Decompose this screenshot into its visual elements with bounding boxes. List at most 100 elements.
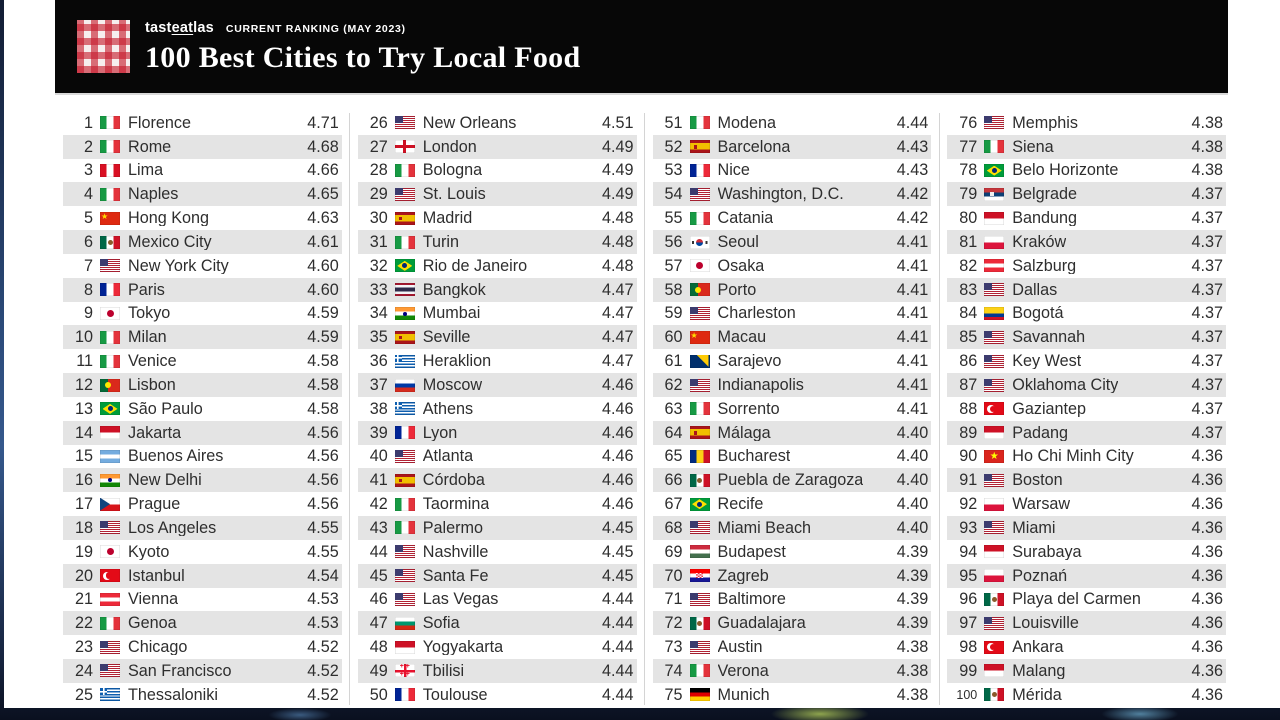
city-name: São Paulo [128,400,203,417]
flag-it-icon [984,140,1005,154]
ranking-row: 24 San Francisco 4.52 [63,659,342,683]
ranking-row: 33 Bangkok 4.47 [357,277,637,302]
city-name: Mexico City [128,233,212,251]
ranking-row: 4 Naples 4.65 [63,182,342,207]
ranking-row: 3 Lima 4.66 [63,159,342,183]
rank-number: 85 [959,328,978,347]
score-value: 4.48 [601,256,634,275]
city-name: Buenos Aires [128,448,224,465]
ranking-row: 86 Key West 4.37 [947,349,1226,373]
rank-number: 13 [74,399,93,418]
flag-us-icon [689,592,710,606]
ranking-row: 46 Las Vegas 4.44 [358,588,637,612]
score-value: 4.41 [896,256,929,275]
ranking-row: 61 Sarajevo 4.41 [653,349,932,373]
ranking-row: 7 New York City 4.60 [63,254,342,278]
rank-number: 21 [74,590,93,609]
flag-fr-icon [100,283,120,297]
flag-id-icon [984,545,1005,559]
ranking-row: 5 Hong Kong 4.63 [63,206,342,230]
score-value: 4.38 [1191,137,1223,156]
city-name: New Delhi [128,472,202,489]
rank-number: 94 [959,542,978,561]
rank-number: 95 [959,566,978,585]
ranking-row: 42 Taormina 4.46 [358,492,637,516]
score-value: 4.36 [1191,447,1223,466]
rank-number: 6 [83,232,93,251]
score-value: 4.39 [896,566,929,585]
header-text-block: tasteatlas CURRENT RANKING (MAY 2023) 10… [145,20,580,74]
city-name: Modena [717,114,777,132]
flag-jp-icon [100,545,120,559]
ranking-column-4: 76 Memphis 4.38 77 Siena 4.38 78 Belo Horizonte… [938,111,1226,707]
ranking-row: 20 Istanbul 4.54 [63,563,342,588]
score-value: 4.52 [307,661,339,680]
score-value: 4.37 [1191,209,1223,228]
ranking-row: 82 Salzburg 4.37 [947,254,1226,278]
rank-number: 98 [959,638,978,657]
rank-number: 53 [664,161,683,180]
ranking-row: 49 Tbilisi 4.44 [357,659,637,683]
score-value: 4.37 [1191,328,1223,347]
rank-number: 42 [369,495,388,514]
city-name: Milan [128,329,167,346]
city-name: Lisbon [128,376,176,394]
flag-pl-icon [984,235,1005,249]
flag-jp-icon [689,259,710,273]
score-value: 4.37 [1191,399,1223,418]
ranking-row: 47 Sofia 4.44 [357,611,637,636]
flag-it-icon [394,521,415,535]
ranking-row: 69 Budapest 4.39 [653,540,932,564]
score-value: 4.39 [896,542,929,561]
city-name: Playa del Carmen [1012,591,1141,608]
city-name: Nashville [422,543,489,560]
city-name: Moscow [422,376,483,394]
score-value: 4.44 [601,685,634,704]
flag-it-icon [689,211,710,225]
city-name: Nice [717,162,750,179]
city-name: Las Vegas [422,591,499,608]
rank-number: 64 [664,423,683,442]
flag-gr-icon [100,688,120,702]
score-value: 4.43 [896,137,929,156]
ranking-row: 22 Genoa 4.53 [63,611,342,636]
ranking-row: 58 Porto 4.41 [652,277,932,302]
flag-it-icon [394,497,415,511]
flag-us-icon [394,187,415,201]
score-value: 4.54 [307,566,339,585]
ranking-row: 66 Puebla de Zaragoza 4.40 [652,468,932,493]
flag-us-icon [100,521,120,535]
ranking-row: 73 Austin 4.38 [653,635,932,659]
score-value: 4.39 [896,614,929,633]
rank-number: 40 [369,447,388,466]
rank-number: 67 [664,495,683,514]
rank-number: 69 [664,542,683,561]
city-name: Venice [128,353,177,370]
score-value: 4.48 [601,232,634,251]
rank-number: 78 [959,161,978,180]
score-value: 4.58 [307,352,339,371]
ranking-row: 59 Charleston 4.41 [653,302,932,326]
rank-number: 16 [74,471,93,490]
ranking-row: 94 Surabaya 4.36 [947,540,1226,564]
score-value: 4.42 [896,185,929,204]
city-name: Lyon [422,424,458,441]
flag-th-icon [394,283,415,297]
rank-number: 70 [664,566,683,585]
flag-it-icon [394,235,415,249]
rank-number: 33 [369,280,388,299]
score-value: 4.40 [896,447,929,466]
ranking-row: 84 Bogotá 4.37 [947,302,1226,326]
flag-us-icon [394,116,415,130]
flag-id-icon [100,426,120,440]
score-value: 4.37 [1191,256,1223,275]
ranking-row: 36 Heraklion 4.47 [358,349,637,373]
city-name: New Orleans [422,114,517,132]
rank-number: 26 [369,113,388,132]
city-name: Rio de Janeiro [422,257,528,274]
flag-pl-icon [984,497,1005,511]
rank-number: 73 [664,638,683,657]
rank-number: 49 [369,661,388,680]
score-value: 4.40 [896,518,929,537]
rank-number: 32 [369,256,388,275]
